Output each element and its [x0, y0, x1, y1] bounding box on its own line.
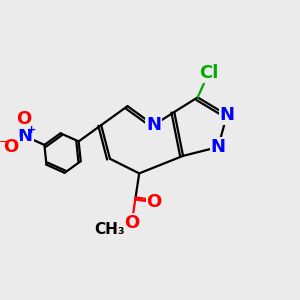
Text: −: − — [0, 136, 9, 149]
Text: N: N — [18, 127, 33, 145]
Text: O: O — [146, 193, 162, 211]
Text: CH₃: CH₃ — [94, 222, 125, 237]
Text: O: O — [16, 110, 31, 128]
Text: N: N — [146, 116, 161, 134]
Text: O: O — [124, 214, 140, 232]
Text: O: O — [3, 138, 19, 156]
Text: +: + — [27, 125, 36, 135]
Text: N: N — [211, 138, 226, 156]
Text: Cl: Cl — [199, 64, 218, 82]
Text: N: N — [219, 106, 234, 124]
